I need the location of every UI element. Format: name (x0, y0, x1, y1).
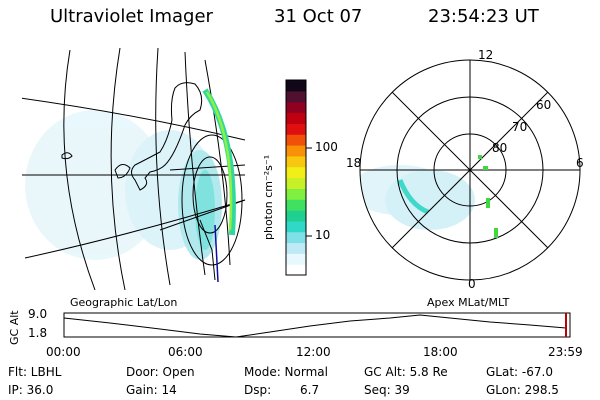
x-tick-0600: 06:00 (168, 345, 203, 359)
colorbar-band (286, 101, 306, 114)
lat-lon-grid (22, 47, 246, 290)
date-label: 31 Oct 07 (274, 6, 363, 27)
gain-info: Gain: 14 (126, 383, 177, 397)
ip-info: IP: 36.0 (8, 383, 54, 397)
colorbar-band (286, 264, 306, 276)
altitude-curve (63, 314, 567, 338)
colorbar-band (286, 177, 306, 189)
colorbar-band (286, 123, 306, 135)
geographic-label: Geographic Lat/Lon (70, 296, 178, 309)
altitude-plot (63, 312, 571, 338)
colorbar-band (286, 80, 306, 92)
seq-info: Seq: 39 (364, 383, 410, 397)
coastline (131, 82, 203, 191)
colorbar-band (286, 210, 306, 222)
polar-plot (359, 59, 581, 281)
apex-label: Apex MLat/MLT (427, 296, 510, 309)
x-tick-1800: 18:00 (423, 345, 458, 359)
mlt-0-label: 0 (468, 277, 476, 291)
mlt-18-label: 18 (346, 156, 362, 170)
door-info: Door: Open (126, 365, 195, 379)
colorbar-band (286, 166, 306, 179)
instrument-title: Ultraviolet Imager (50, 6, 213, 27)
mode-info: Mode: Normal (244, 365, 328, 379)
colorbar-band (286, 134, 306, 146)
colorbar-band (286, 188, 306, 200)
x-tick-0000: 00:00 (46, 345, 81, 359)
colorbar-band (286, 220, 306, 233)
polar-oval-emission (397, 179, 430, 215)
colorbar-band (286, 90, 306, 103)
colorbar (285, 79, 312, 276)
gc-alt-info: GC Alt: 5.8 Re (364, 365, 448, 379)
colorbar-band (286, 242, 306, 254)
colorbar-unit-label: photon cm⁻²s⁻¹ (262, 154, 275, 240)
glat-info: GLat: -67.0 (486, 365, 553, 379)
polar-grid (359, 59, 581, 281)
x-tick-1200: 12:00 (296, 345, 331, 359)
mlt-12-label: 12 (478, 48, 494, 62)
lat-80-label: 80 (492, 141, 508, 155)
altitude-y-bottom: 1.8 (28, 326, 48, 340)
filter-info: Flt: LBHL (8, 365, 62, 379)
glon-info: GLon: 298.5 (486, 383, 559, 397)
altitude-ylabel: GC Alt (8, 310, 21, 345)
dsp-value: 6.7 (300, 383, 320, 397)
mlt-6-label: 6 (576, 156, 584, 170)
colorbar-band (286, 253, 306, 265)
colorbar-band (286, 155, 306, 168)
dsp-label: Dsp: (244, 383, 272, 397)
colorbar-band (286, 112, 306, 124)
colorbar-tick-10: 10 (315, 228, 331, 242)
colorbar-band (286, 199, 306, 211)
x-tick-2359: 23:59 (548, 345, 583, 359)
time-label: 23:54:23 UT (428, 6, 539, 27)
polar-spots (478, 155, 498, 238)
geographic-map (22, 47, 246, 290)
lat-70-label: 70 (512, 120, 528, 134)
colorbar-band (286, 231, 306, 244)
colorbar-band (286, 145, 306, 157)
colorbar-tick-100: 100 (315, 140, 338, 154)
lat-60-label: 60 (536, 98, 552, 112)
altitude-y-top: 9.0 (28, 307, 48, 321)
diffuse-emission (25, 110, 222, 260)
